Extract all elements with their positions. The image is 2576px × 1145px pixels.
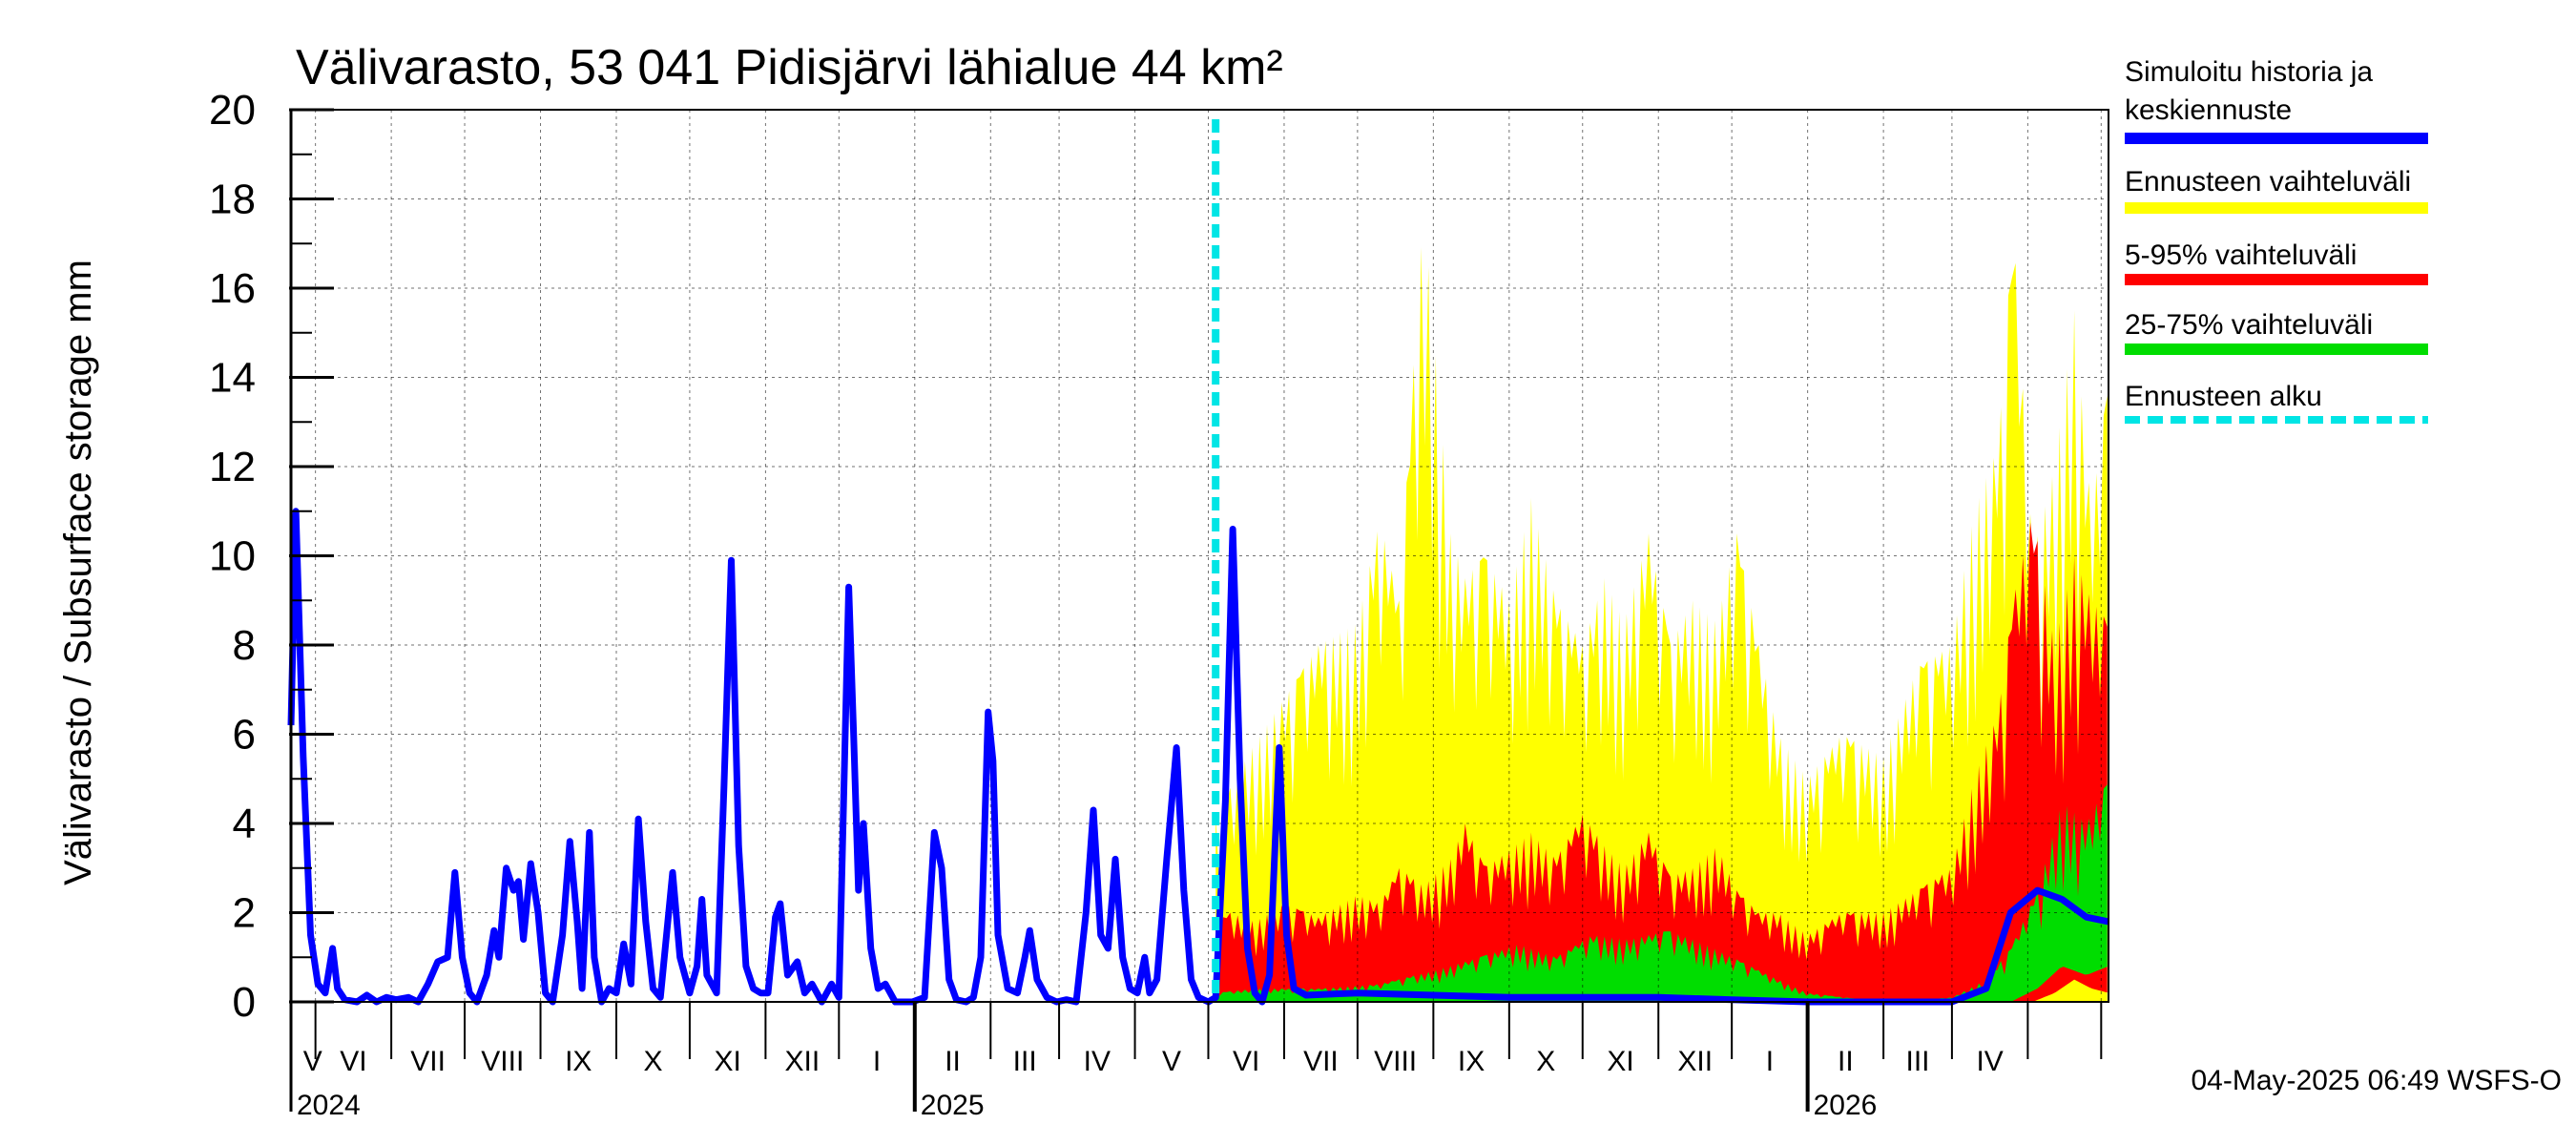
month-label: X — [643, 1046, 662, 1077]
legend: Simuloitu historia ja keskiennuste Ennuste… — [2125, 56, 2428, 424]
month-label: XII — [785, 1046, 821, 1077]
month-label: IV — [1976, 1046, 2003, 1077]
y-tick-label-6: 6 — [233, 712, 256, 759]
y-tick-label-16: 16 — [209, 265, 256, 312]
month-label: VIII — [481, 1046, 524, 1077]
mean-series — [287, 119, 2109, 1006]
y-tick-label-14: 14 — [209, 355, 256, 402]
month-label: II — [945, 1046, 961, 1077]
y-axis-label: Välivarasto / Subsurface storage mm — [57, 260, 99, 885]
forecast-range-band — [1215, 247, 2108, 1002]
legend-label-1: Ennusteen vaihteluväli — [2125, 166, 2411, 198]
legend-label-4: Ennusteen alku — [2125, 381, 2322, 412]
month-label: XI — [1607, 1046, 1633, 1077]
forecast-bands — [1215, 247, 2108, 1002]
year-label-2025: 2025 — [921, 1090, 985, 1121]
month-label: XII — [1677, 1046, 1713, 1077]
mean-line — [287, 508, 2109, 1006]
year-label-2026: 2026 — [1814, 1090, 1878, 1121]
y-tick-label-20: 20 — [209, 87, 256, 134]
month-label: VI — [340, 1046, 366, 1077]
month-label: VIII — [1374, 1046, 1417, 1077]
month-label: IX — [565, 1046, 592, 1077]
timestamp: 04-May-2025 06:49 WSFS-O — [2192, 1065, 2563, 1096]
month-label: V — [303, 1046, 322, 1077]
month-label: VII — [410, 1046, 446, 1077]
y-tick-label-0: 0 — [233, 979, 256, 1026]
month-label: I — [873, 1046, 881, 1077]
y-tick-label-12: 12 — [209, 444, 256, 490]
month-label: I — [1766, 1046, 1774, 1077]
y-tick-label-8: 8 — [233, 622, 256, 669]
month-label: VII — [1303, 1046, 1339, 1077]
month-label: IX — [1458, 1046, 1485, 1077]
month-label: XI — [714, 1046, 740, 1077]
y-tick-label-4: 4 — [233, 801, 256, 847]
y-tick-label-2: 2 — [233, 890, 256, 937]
month-label: VI — [1233, 1046, 1259, 1077]
month-label: II — [1838, 1046, 1854, 1077]
y-tick-label-18: 18 — [209, 177, 256, 223]
month-label: III — [1013, 1046, 1037, 1077]
chart-title: Välivarasto, 53 041 Pidisjärvi lähialue … — [296, 40, 1283, 95]
legend-label-2: 5-95% vaihteluväli — [2125, 239, 2357, 271]
month-label: V — [1162, 1046, 1181, 1077]
y-tick-label-10: 10 — [209, 533, 256, 580]
year-label-2024: 2024 — [297, 1090, 361, 1121]
grid — [291, 109, 2109, 1003]
band-25-75 — [1215, 784, 2108, 1002]
month-label: X — [1536, 1046, 1555, 1077]
legend-label-0: Simuloitu historia ja keskiennuste — [2125, 56, 2373, 126]
x-axis: V VI VII VIII IX X XI XII I II III IV V VI VII VIII IX X X… — [297, 1002, 2103, 1121]
month-label: III — [1906, 1046, 1930, 1077]
month-label: IV — [1084, 1046, 1111, 1077]
y-ticks: 0 2 4 6 8 10 12 14 16 18 20 — [209, 87, 334, 1026]
legend-label-3: 25-75% vaihteluväli — [2125, 309, 2373, 341]
